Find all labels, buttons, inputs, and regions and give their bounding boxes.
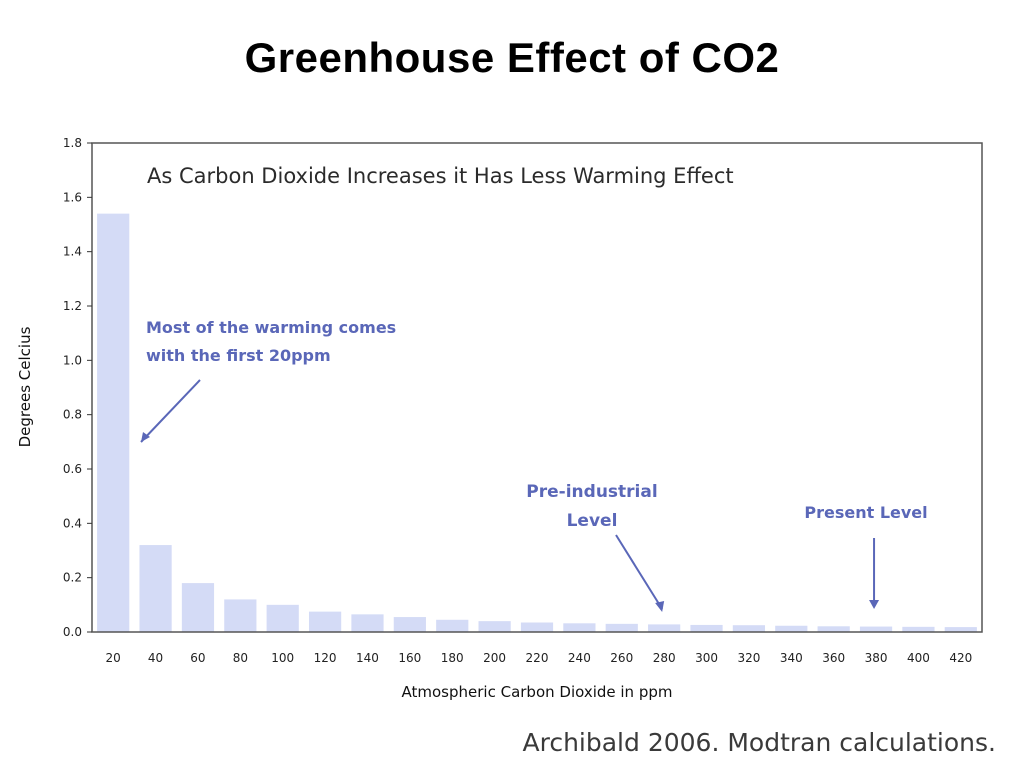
x-tick-label: 120 xyxy=(314,651,337,665)
annotation-line: with the first 20ppm xyxy=(146,346,331,365)
bar-180 xyxy=(436,619,469,632)
y-tick-label: 0.0 xyxy=(63,625,82,639)
x-tick-label: 420 xyxy=(949,651,972,665)
bar-360 xyxy=(817,626,850,632)
x-tick-label: 360 xyxy=(822,651,845,665)
bar-80 xyxy=(224,599,257,632)
bar-400 xyxy=(902,626,935,632)
x-tick-label: 220 xyxy=(526,651,549,665)
source-caption: Archibald 2006. Modtran calculations. xyxy=(522,728,997,757)
y-tick-label: 0.2 xyxy=(63,571,82,585)
x-tick-label: 280 xyxy=(653,651,676,665)
bar-120 xyxy=(308,611,342,632)
x-tick-label: 20 xyxy=(106,651,121,665)
x-axis-title: Atmospheric Carbon Dioxide in ppm xyxy=(402,683,673,701)
annotation-arrowhead xyxy=(655,601,665,612)
x-tick-label: 200 xyxy=(483,651,506,665)
bar-420 xyxy=(944,627,977,632)
annotation-arrow xyxy=(615,534,663,610)
annotation-line: Most of the warming comes xyxy=(146,318,396,337)
y-tick-label: 0.8 xyxy=(63,408,82,422)
bars-layer xyxy=(97,213,977,632)
y-tick-label: 0.6 xyxy=(63,462,82,476)
bar-100 xyxy=(266,604,299,632)
bar-160 xyxy=(393,617,426,632)
y-tick-label: 1.8 xyxy=(63,136,82,150)
y-tick-label: 0.4 xyxy=(63,516,82,530)
y-tick-label: 1.4 xyxy=(63,245,82,259)
x-tick-label: 160 xyxy=(398,651,421,665)
plot-frame xyxy=(91,142,983,633)
x-tick-label: 340 xyxy=(780,651,803,665)
x-tick-label: 140 xyxy=(356,651,379,665)
x-tick-label: 80 xyxy=(233,651,248,665)
y-tick-label: 1.0 xyxy=(63,353,82,367)
bar-140 xyxy=(351,614,384,632)
bar-240 xyxy=(563,623,596,632)
bar-260 xyxy=(605,623,638,632)
x-tick-label: 400 xyxy=(907,651,930,665)
slide-title: Greenhouse Effect of CO2 xyxy=(244,34,780,81)
axis-layer xyxy=(87,142,983,633)
x-tick-label: 180 xyxy=(441,651,464,665)
label-layer: 0.0 0.2 0.4 0.6 0.8 1.0 1.2 1.4 1.6 1.8 20 40 60 80 10… xyxy=(16,136,972,701)
bar-320 xyxy=(732,625,766,632)
annotation-arrowhead xyxy=(869,600,880,609)
chart-title: As Carbon Dioxide Increases it Has Less … xyxy=(147,164,734,188)
x-tick-label: 240 xyxy=(568,651,591,665)
bar-60 xyxy=(181,583,215,632)
y-tick-label: 1.2 xyxy=(63,299,82,313)
bar-20 xyxy=(97,213,130,632)
annotation-line: Level xyxy=(567,511,618,531)
bar-40 xyxy=(139,545,172,632)
y-axis-title: Degrees Celcius xyxy=(16,326,34,447)
annotation-line: Present Level xyxy=(804,503,927,522)
x-tick-label: 40 xyxy=(148,651,163,665)
bar-200 xyxy=(478,621,511,632)
bar-300 xyxy=(690,624,723,632)
bar-380 xyxy=(859,626,893,632)
x-tick-label: 60 xyxy=(190,651,205,665)
bar-280 xyxy=(648,624,681,632)
bar-340 xyxy=(775,625,808,632)
annotation-arrow xyxy=(140,379,201,443)
bar-220 xyxy=(520,622,554,632)
annotation-layer: Most of the warming comes with the first … xyxy=(140,318,928,612)
x-tick-label: 100 xyxy=(271,651,294,665)
y-tick-label: 1.6 xyxy=(63,190,82,204)
x-tick-label: 260 xyxy=(610,651,633,665)
x-tick-label: 320 xyxy=(737,651,760,665)
annotation-line: Pre-industrial xyxy=(526,482,657,502)
x-tick-label: 380 xyxy=(865,651,888,665)
x-tick-label: 300 xyxy=(695,651,718,665)
annotation-arrowhead xyxy=(141,432,150,442)
